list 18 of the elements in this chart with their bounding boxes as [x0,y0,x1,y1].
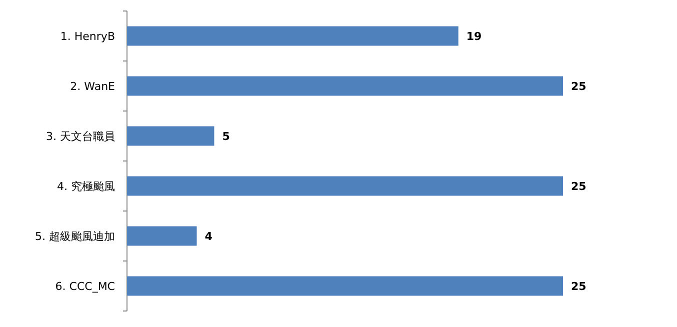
bar [127,276,563,296]
data-label: 4 [204,230,213,243]
data-label: 25 [571,80,586,93]
y-tick-label: 4. 究極颱風 [57,180,115,193]
bar [127,76,563,96]
y-tick-label: 1. HenryB [60,30,115,43]
data-label: 25 [571,280,586,293]
y-tick-label: 5. 超級颱風迪加 [35,230,115,243]
bar [127,226,197,246]
bar [127,126,214,146]
data-label: 19 [466,30,482,43]
data-label: 5 [222,130,230,143]
y-tick-label: 2. WanE [70,80,116,93]
y-tick-label: 3. 天文台職員 [46,130,115,143]
bar [127,26,458,46]
bar [127,176,563,196]
y-tick-label: 6. CCC_MC [55,280,116,293]
data-label: 25 [571,180,586,193]
